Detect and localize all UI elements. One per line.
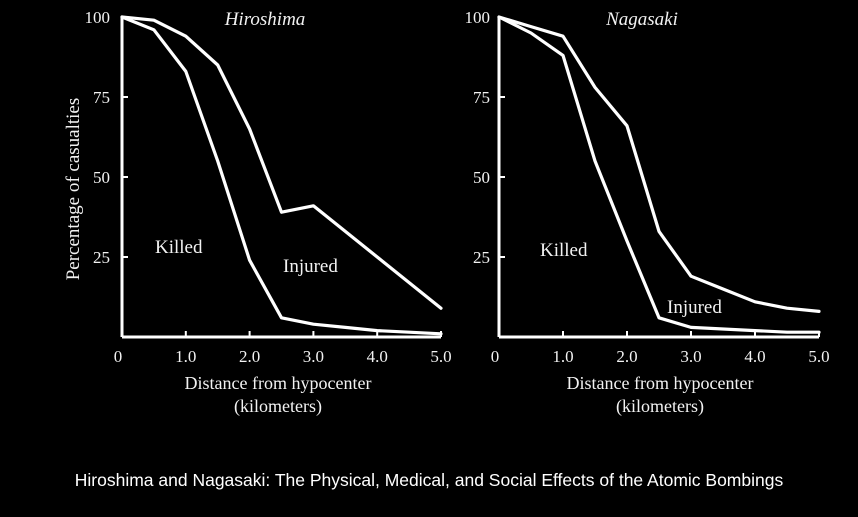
x-tick-label: 1.0 xyxy=(552,347,573,366)
x-axis-unit: (kilometers) xyxy=(616,396,704,417)
x-tick-label: 1.0 xyxy=(175,347,196,366)
x-tick-label: 0 xyxy=(114,347,123,366)
figure-caption: Hiroshima and Nagasaki: The Physical, Me… xyxy=(74,470,784,490)
y-axis-label: Percentage of casualties xyxy=(63,98,84,281)
series-line-injured xyxy=(497,15,821,313)
series-label-injured: Injured xyxy=(283,256,338,277)
x-tick-label: 5.0 xyxy=(808,347,829,366)
series-label-killed: Killed xyxy=(155,237,203,258)
x-tick-label: 5.0 xyxy=(430,347,451,366)
y-tick-label: 25 xyxy=(473,248,490,267)
y-tick-label: 50 xyxy=(93,168,110,187)
series-line-injured xyxy=(120,15,443,310)
y-tick-label: 75 xyxy=(473,88,490,107)
x-axis-label: Distance from hypocenter xyxy=(567,373,754,393)
x-axis-unit: (kilometers) xyxy=(234,396,322,417)
y-tick-label: 75 xyxy=(93,88,110,107)
x-tick-label: 3.0 xyxy=(680,347,701,366)
x-tick-label: 4.0 xyxy=(367,347,388,366)
chart-title: Hiroshima xyxy=(224,9,306,30)
chart-panel-hiroshima xyxy=(120,15,443,339)
chart-panel-nagasaki xyxy=(497,15,821,339)
x-tick-label: 4.0 xyxy=(744,347,765,366)
y-tick-label: 100 xyxy=(85,8,111,27)
x-tick-label: 0 xyxy=(491,347,500,366)
series-label-killed: Killed xyxy=(540,240,588,261)
y-tick-label: 50 xyxy=(473,168,490,187)
x-tick-label: 3.0 xyxy=(303,347,324,366)
series-line-killed xyxy=(497,15,821,334)
x-axis-label: Distance from hypocenter xyxy=(185,373,372,393)
y-tick-label: 25 xyxy=(93,248,110,267)
y-tick-label: 100 xyxy=(465,8,491,27)
x-tick-label: 2.0 xyxy=(616,347,637,366)
series-line-killed xyxy=(120,15,443,336)
series-label-injured: Injured xyxy=(667,297,722,318)
x-tick-label: 2.0 xyxy=(239,347,260,366)
chart-title: Nagasaki xyxy=(605,9,678,30)
